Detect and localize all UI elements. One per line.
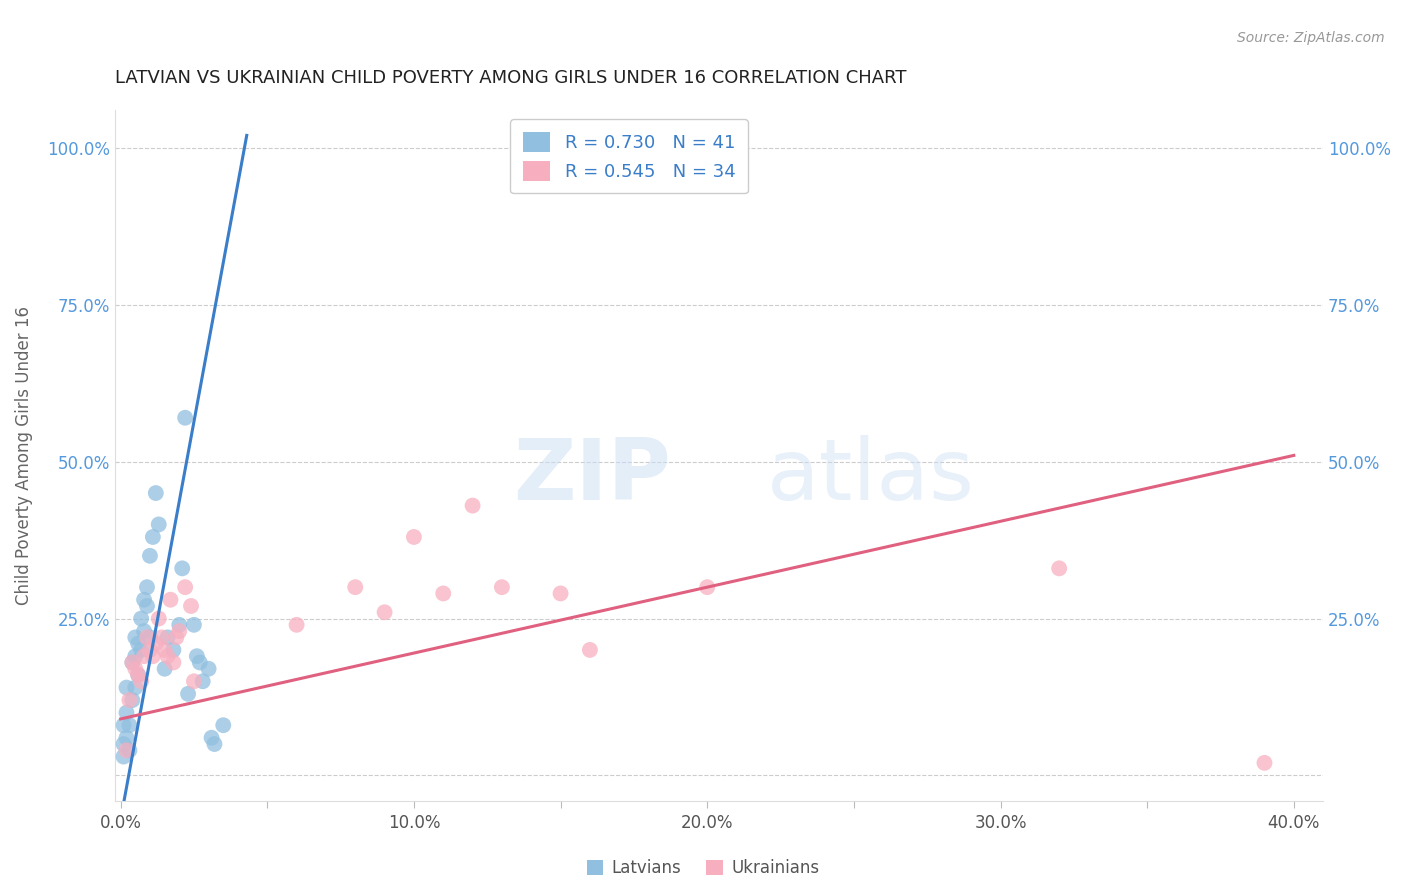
Point [200,731,222,745]
Point [139,631,162,645]
Point [124,631,146,645]
Point [112,737,135,751]
Point [188,656,211,670]
Point [112,749,135,764]
Point [162,656,184,670]
Point [169,617,191,632]
Point [169,624,191,639]
Point [136,580,159,594]
Point [159,592,181,607]
Point [124,662,146,676]
Point [136,599,159,613]
Text: Source: ZipAtlas.com: Source: ZipAtlas.com [1237,31,1385,45]
Point [183,617,205,632]
Point [153,643,176,657]
Point [139,643,162,657]
Point [127,668,149,682]
Point [112,718,135,732]
Point [177,687,200,701]
Point [212,718,235,732]
Point [402,530,425,544]
Point [174,410,197,425]
Point [124,649,146,664]
Point [696,580,718,594]
Point [174,580,197,594]
Point [132,624,155,639]
Point [136,631,159,645]
Point [461,499,484,513]
Text: LATVIAN VS UKRAINIAN CHILD POVERTY AMONG GIRLS UNDER 16 CORRELATION CHART: LATVIAN VS UKRAINIAN CHILD POVERTY AMONG… [115,69,907,87]
Point [150,631,173,645]
Legend: R = 0.730   N = 41, R = 0.545   N = 34: R = 0.730 N = 41, R = 0.545 N = 34 [510,120,748,194]
Point [127,668,149,682]
Point [204,737,226,751]
Point [165,631,187,645]
Point [129,611,152,625]
Point [142,649,165,664]
Point [183,674,205,689]
Point [127,637,149,651]
Point [1047,561,1070,575]
Point [118,693,141,707]
Point [132,649,155,664]
Point [186,649,208,664]
Text: atlas: atlas [768,434,976,517]
Point [148,517,170,532]
Point [344,580,367,594]
Point [153,662,176,676]
Point [550,586,572,600]
Point [191,674,214,689]
Point [148,611,170,625]
Point [491,580,513,594]
Point [139,549,162,563]
Point [121,656,143,670]
Point [197,662,219,676]
Point [115,731,138,745]
Point [180,599,202,613]
Point [432,586,454,600]
Legend: Latvians, Ukrainians: Latvians, Ukrainians [579,853,827,884]
Point [124,681,146,695]
Point [145,637,167,651]
Point [115,681,138,695]
Point [118,718,141,732]
Point [115,706,138,720]
Text: ZIP: ZIP [513,434,671,517]
Point [1253,756,1275,770]
Point [121,693,143,707]
Y-axis label: Child Poverty Among Girls Under 16: Child Poverty Among Girls Under 16 [15,306,32,605]
Point [162,643,184,657]
Point [129,643,152,657]
Point [172,561,194,575]
Point [142,530,165,544]
Point [579,643,602,657]
Point [132,592,155,607]
Point [145,486,167,500]
Point [121,656,143,670]
Point [118,743,141,757]
Point [115,743,138,757]
Point [285,617,308,632]
Point [156,631,179,645]
Point [156,649,179,664]
Point [129,674,152,689]
Point [374,605,396,619]
